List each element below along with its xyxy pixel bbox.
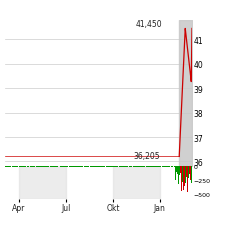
Text: 36,205: 36,205 — [134, 152, 161, 161]
Text: 41,450: 41,450 — [136, 20, 162, 29]
Bar — [113, 167, 160, 199]
Bar — [187, 167, 188, 192]
Bar — [185, 167, 186, 183]
Bar — [188, 167, 189, 178]
Bar — [190, 167, 191, 181]
Bar — [183, 167, 184, 190]
Bar — [182, 167, 183, 182]
Bar — [178, 167, 179, 185]
Bar — [19, 167, 66, 199]
Bar — [177, 167, 178, 174]
Bar — [184, 167, 185, 186]
Bar — [186, 167, 187, 178]
Bar — [179, 167, 180, 175]
Bar — [189, 167, 190, 174]
Bar — [180, 167, 181, 173]
Bar — [175, 167, 176, 180]
Bar — [181, 167, 182, 191]
Bar — [176, 167, 177, 173]
Bar — [191, 167, 192, 183]
